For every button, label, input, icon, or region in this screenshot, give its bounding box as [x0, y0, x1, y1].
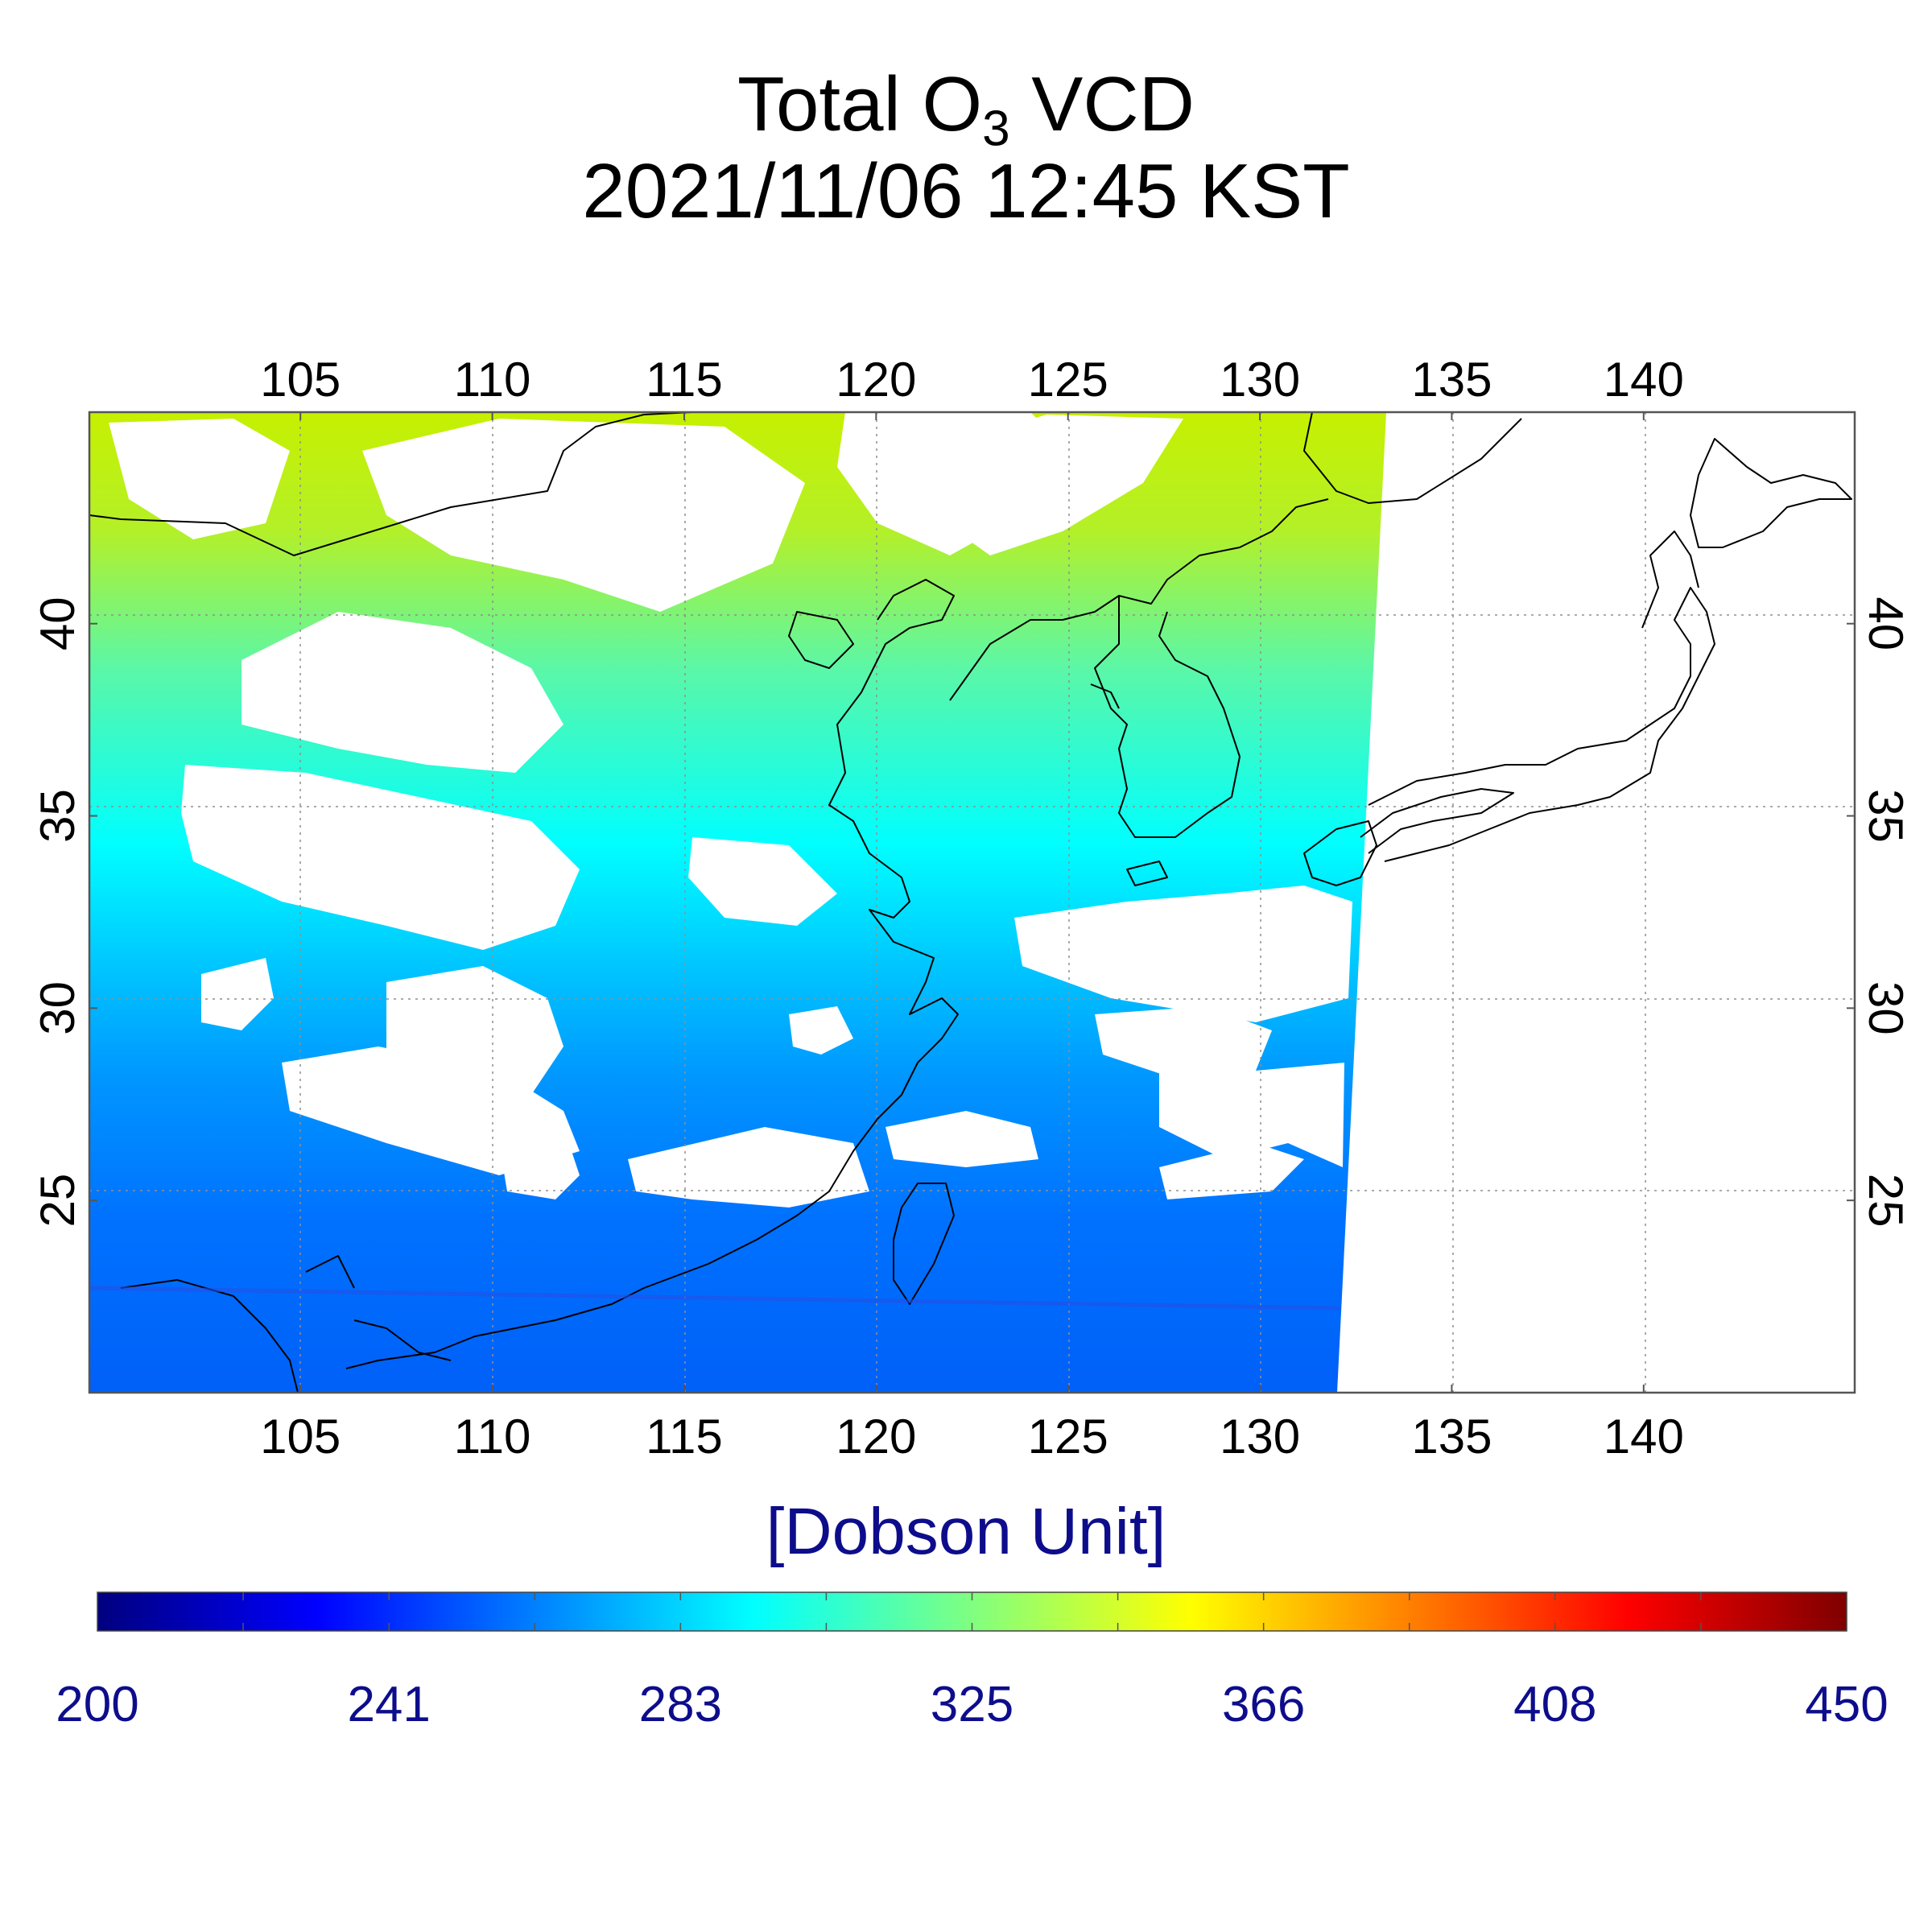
colorbar-tick-label: 283 [639, 1677, 722, 1732]
map-gridlines [89, 412, 1855, 1393]
lon-tick-label-bottom: 120 [836, 1410, 916, 1463]
lon-tick-label-top: 135 [1411, 353, 1492, 407]
colorbar-tick-label: 408 [1513, 1677, 1596, 1732]
lon-tick-label-bottom: 115 [646, 1410, 723, 1463]
chart-subtitle: 2021/11/06 12:45 KST [582, 148, 1350, 234]
lon-tick-label-top: 140 [1604, 353, 1684, 407]
lat-tick-label-right: 40 [1859, 597, 1913, 650]
colorbar-tick-label: 241 [347, 1677, 430, 1732]
colorbar-minor-ticks [242, 1592, 1702, 1631]
lon-tick-label-bottom: 110 [454, 1410, 531, 1463]
swath-artifact-line [89, 1286, 1341, 1311]
lat-tick-label-right: 30 [1859, 981, 1913, 1035]
lat-tick-label-left: 25 [31, 1174, 85, 1228]
latitude-axis-right: 25 30 35 40 [1847, 597, 1913, 1228]
colorbar-tick-labels: 200 241 283 325 366 408 450 [56, 1677, 1888, 1732]
map-frame [88, 411, 1856, 1394]
longitude-axis-top: 105 110 115 120 125 130 135 140 [260, 353, 1684, 420]
lon-tick-label-top: 110 [454, 353, 531, 407]
title-subscript: 3 [982, 101, 1010, 157]
colorbar-tick-label: 325 [931, 1677, 1013, 1732]
lon-tick-label-bottom: 140 [1604, 1410, 1684, 1463]
title-prefix: Total O [737, 61, 983, 147]
lon-tick-label-bottom: 105 [260, 1410, 341, 1463]
lon-tick-label-top: 115 [646, 353, 723, 407]
colorbar-tick-label: 450 [1805, 1677, 1888, 1732]
title-suffix: VCD [1009, 61, 1195, 147]
lon-tick-label-top: 130 [1220, 353, 1300, 407]
lon-tick-label-top: 120 [836, 353, 916, 407]
cloud-mask [109, 412, 1352, 1208]
lat-tick-label-right: 35 [1859, 789, 1913, 843]
lon-tick-label-bottom: 130 [1220, 1410, 1300, 1463]
colorbar-tick-label: 200 [56, 1677, 138, 1732]
lon-tick-label-bottom: 125 [1028, 1410, 1108, 1463]
chart-title: Total O3 VCD [0, 66, 1932, 155]
colorbar-label: [Dobson Unit] [766, 1495, 1166, 1568]
lon-tick-label-bottom: 135 [1411, 1410, 1492, 1463]
latitude-axis-left: 25 30 35 40 [31, 597, 97, 1228]
lat-tick-label-left: 35 [31, 789, 85, 843]
lon-tick-label-top: 105 [260, 353, 341, 407]
lat-tick-label-left: 40 [31, 597, 85, 650]
lat-tick-label-left: 30 [31, 981, 85, 1035]
lat-tick-label-right: 25 [1859, 1174, 1913, 1228]
longitude-axis-bottom: 105 110 115 120 125 130 135 140 [260, 1385, 1684, 1463]
colorbar-tick-label: 366 [1222, 1677, 1305, 1732]
lon-tick-label-top: 125 [1028, 353, 1108, 407]
